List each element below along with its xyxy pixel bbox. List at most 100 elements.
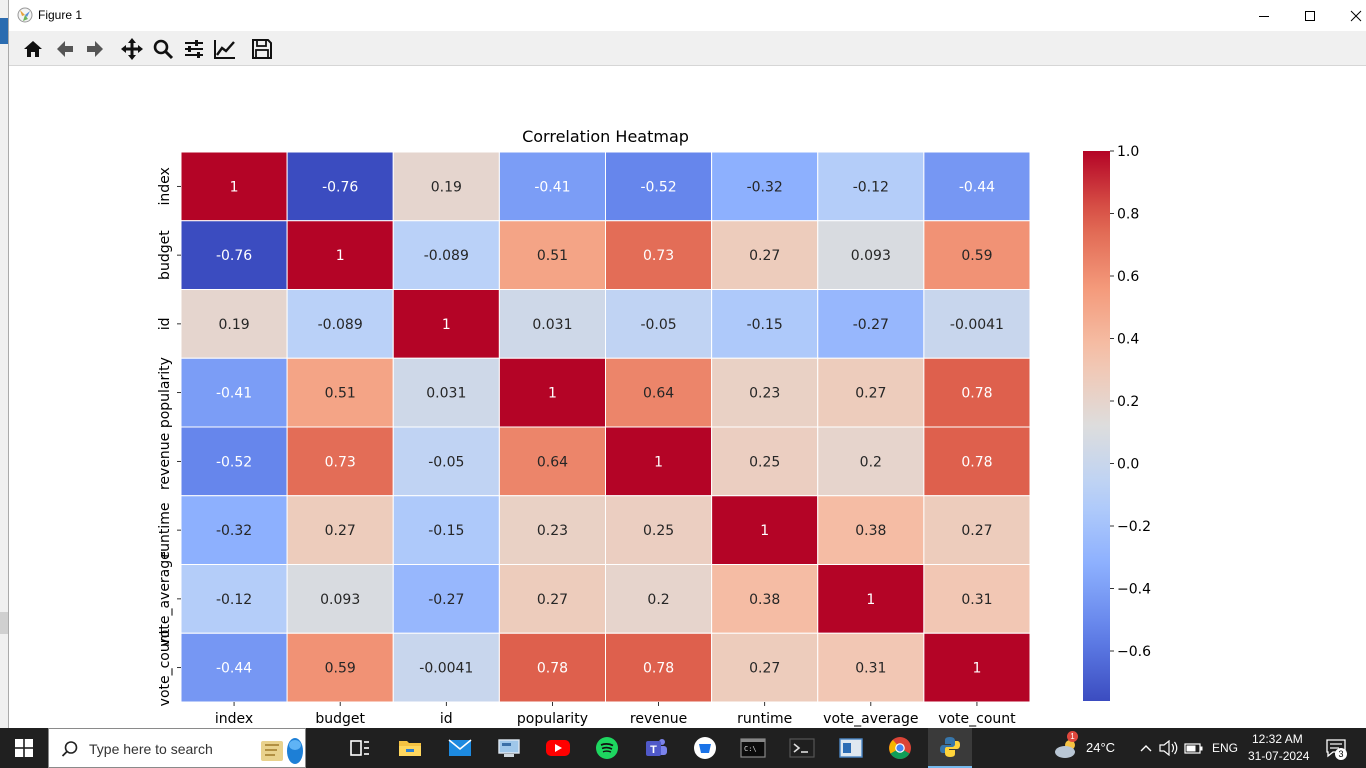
cell-value-label: -0.15	[428, 523, 464, 539]
heatmap-cell	[923, 220, 1031, 290]
heatmap-cell	[180, 426, 288, 497]
heatmap-cell	[605, 151, 713, 222]
x-tick-label: id	[440, 711, 453, 727]
teams-icon: T	[646, 739, 667, 756]
clock[interactable]: 12:32 AM 31-07-2024	[1244, 731, 1312, 765]
matplotlib-app-icon	[17, 7, 33, 23]
back-button[interactable]	[52, 36, 78, 62]
navigation-toolbar	[9, 31, 1366, 66]
heatmap-cell	[923, 357, 1031, 428]
cell-value-label: 0.78	[961, 454, 992, 470]
y-tick-label: budget	[157, 230, 173, 280]
maximize-button[interactable]	[1287, 0, 1333, 31]
cell-value-label: -0.05	[428, 454, 464, 470]
background-window-strip	[0, 0, 8, 728]
action-center-button[interactable]	[1320, 733, 1352, 763]
weather-widget[interactable]	[1051, 733, 1081, 763]
search-highlight-illustration-icon	[261, 738, 303, 764]
home-button[interactable]	[20, 36, 46, 62]
cell-value-label: 1	[760, 523, 769, 539]
show-hidden-icons-button[interactable]	[1138, 733, 1154, 763]
heatmap-cell	[498, 564, 606, 634]
task-view-button[interactable]	[345, 733, 375, 763]
mail-icon	[448, 739, 472, 756]
cell-value-label: 0.78	[961, 386, 992, 402]
cell-value-label: 0.64	[643, 386, 674, 402]
windows-terminal-button[interactable]	[787, 733, 817, 763]
search-icon	[61, 741, 78, 757]
command-prompt-button[interactable]: C:\	[738, 733, 768, 763]
chart-title: Correlation Heatmap	[522, 127, 689, 146]
cell-value-label: 0.64	[537, 454, 568, 470]
heatmap-cell	[605, 426, 713, 497]
svg-text:C:\: C:\	[744, 745, 757, 753]
youtube-button[interactable]	[543, 733, 573, 763]
edit-axis-button[interactable]	[212, 36, 238, 62]
control-panel-button[interactable]	[494, 733, 524, 763]
configure-subplots-button[interactable]	[181, 36, 207, 62]
save-button[interactable]	[249, 36, 275, 62]
y-tick-label: vote_average	[157, 551, 173, 646]
cell-value-label: -0.41	[216, 386, 252, 402]
cell-value-label: 0.31	[961, 592, 992, 608]
heatmap-cell	[605, 632, 713, 703]
file-explorer-button[interactable]	[395, 733, 425, 763]
cell-value-label: 0.73	[643, 248, 674, 264]
cell-value-label: 0.59	[961, 248, 992, 264]
volume-button[interactable]	[1158, 733, 1180, 763]
zoom-button[interactable]	[150, 36, 176, 62]
teams-button[interactable]: T	[641, 733, 671, 763]
cell-value-label: 1	[548, 386, 557, 402]
figure-canvas[interactable]: Correlation Heatmap 1 -0.76 0.19 -0.41 -0.52 -…	[9, 66, 1366, 728]
python-figure-button[interactable]	[928, 728, 972, 768]
search-placeholder: Type here to search	[89, 741, 213, 757]
cell-value-label: 0.27	[749, 661, 780, 677]
y-tick-label: id	[157, 317, 173, 330]
cell-value-label: 0.19	[218, 317, 249, 333]
x-tick-label: popularity	[517, 711, 588, 727]
heatmap-cell	[923, 564, 1031, 634]
cell-value-label: 0.51	[537, 248, 568, 264]
folder-icon	[399, 741, 421, 756]
minimize-icon	[1259, 15, 1269, 17]
chrome-icon	[889, 737, 911, 759]
cell-value-label: 0.27	[325, 523, 356, 539]
heatmap-cell	[180, 495, 288, 565]
mail-button[interactable]	[445, 733, 475, 763]
subplots-config-icon	[185, 40, 203, 58]
cell-value-label: -0.52	[216, 454, 252, 470]
heatmap-cell	[498, 220, 606, 290]
minimize-button[interactable]	[1241, 0, 1287, 31]
spotify-button[interactable]	[592, 733, 622, 763]
battery-button[interactable]	[1183, 733, 1205, 763]
y-tick-label: vote_count	[157, 628, 173, 706]
python-icon	[940, 737, 960, 757]
input-language[interactable]: ENG	[1212, 741, 1239, 755]
cell-value-label: 0.78	[537, 661, 568, 677]
colorbar-tick-label: −0.6	[1117, 644, 1151, 660]
clock-date: 31-07-2024	[1248, 749, 1310, 763]
cell-value-label: -0.05	[640, 317, 676, 333]
heatmap-cell	[817, 357, 925, 428]
start-button[interactable]	[9, 733, 39, 763]
close-button[interactable]	[1333, 0, 1366, 31]
colorbar-tick-label: 1.0	[1117, 144, 1139, 160]
screen-app-button[interactable]	[836, 733, 866, 763]
chrome-button[interactable]	[885, 733, 915, 763]
cell-value-label: 1	[442, 317, 451, 333]
shopping-bag-icon	[694, 737, 716, 759]
heatmap-cell	[923, 426, 1031, 497]
taskbar-search-box[interactable]: Type here to search	[48, 728, 306, 768]
weather-alert-badge: 1	[1067, 731, 1078, 742]
heatmap-cell	[392, 220, 500, 290]
forward-button[interactable]	[82, 36, 108, 62]
heatmap-cell	[605, 220, 713, 290]
y-tick-label: popularity	[157, 357, 173, 428]
heatmap-cell	[711, 632, 819, 703]
powershell-icon	[789, 738, 815, 758]
app-store-button[interactable]	[690, 733, 720, 763]
y-tick-label: runtime	[157, 503, 173, 558]
pan-button[interactable]	[119, 36, 145, 62]
cell-value-label: -0.76	[216, 248, 252, 264]
heatmap-cell	[498, 426, 606, 497]
